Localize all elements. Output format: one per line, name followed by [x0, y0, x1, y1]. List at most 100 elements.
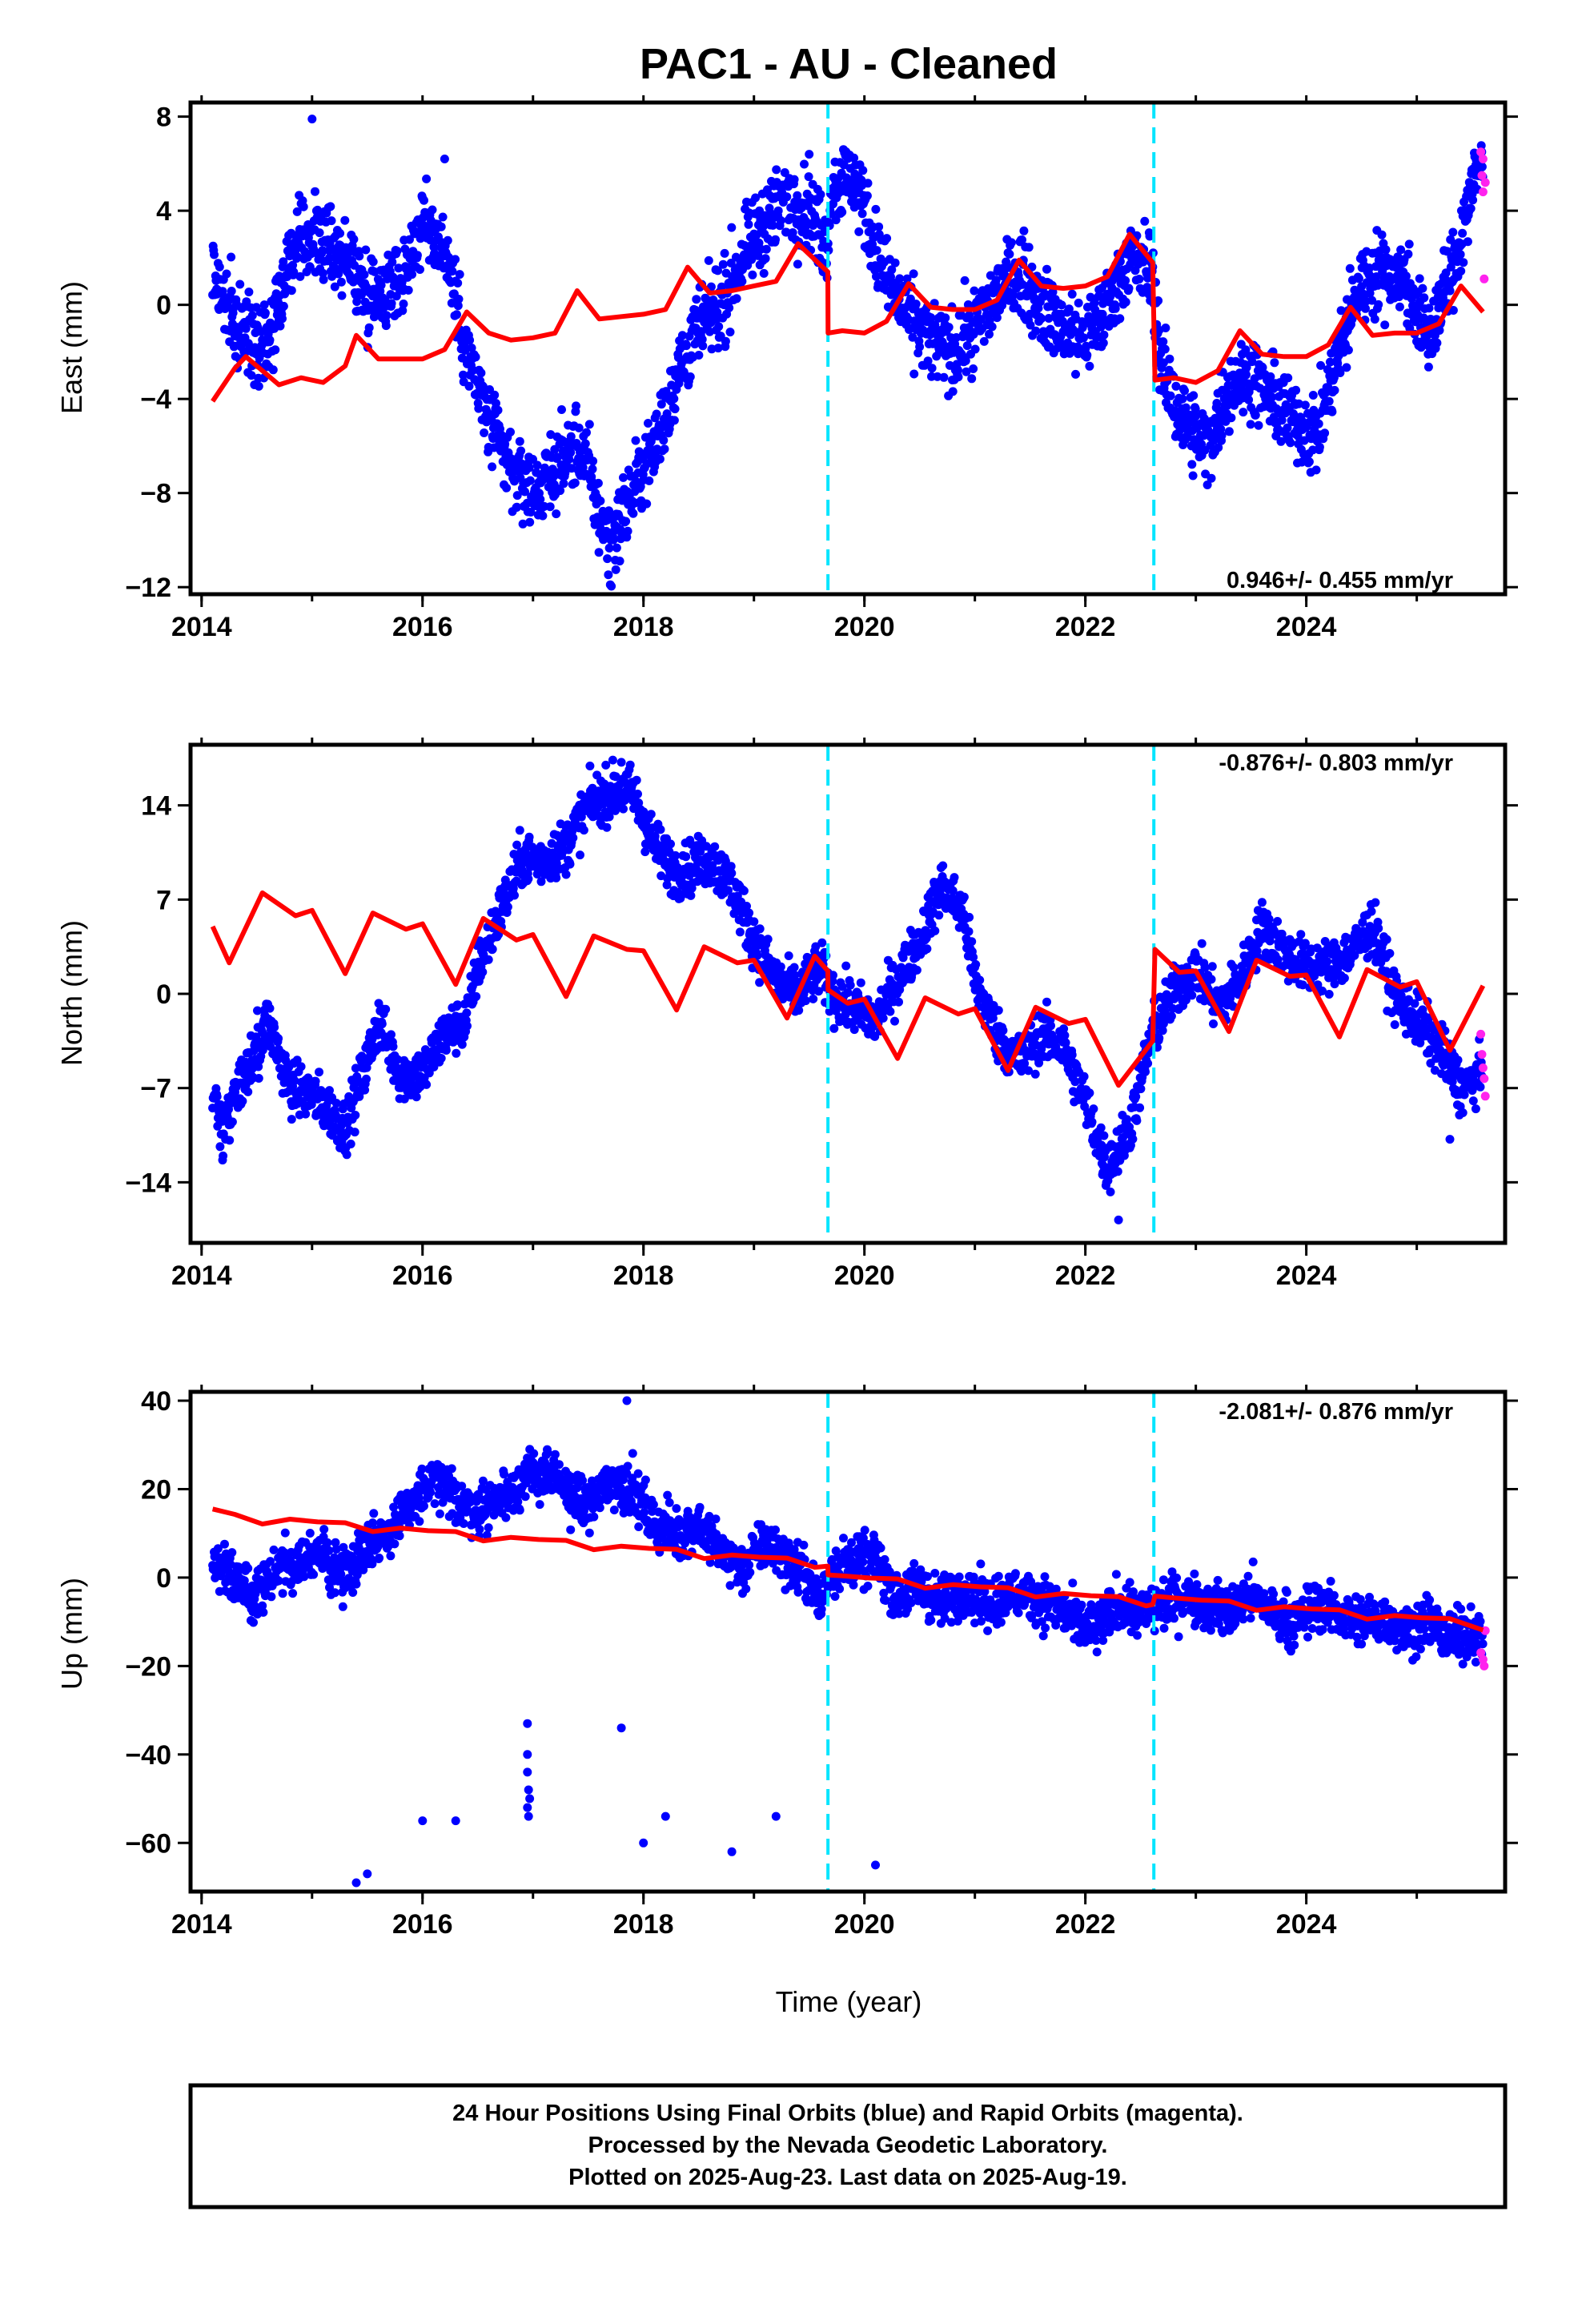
east-final-point [319, 275, 328, 284]
north-final-point [238, 1096, 247, 1106]
east-final-point [1042, 264, 1051, 274]
north-final-point [1382, 935, 1391, 944]
east-final-point [1327, 407, 1337, 416]
east-final-point [882, 234, 892, 243]
east-final-point [524, 463, 534, 472]
east-final-point [512, 502, 522, 512]
north-final-point [1106, 1187, 1115, 1196]
east-final-point [394, 263, 404, 273]
east-final-point [862, 191, 872, 200]
east-final-point [1448, 227, 1458, 237]
east-final-point [824, 246, 833, 255]
east-final-point [557, 405, 566, 414]
east-final-point [874, 222, 884, 231]
east-final-point [823, 239, 833, 248]
east-final-point [517, 459, 527, 468]
east-final-point [1330, 385, 1339, 395]
north-final-point [975, 975, 985, 985]
east-final-point [948, 387, 958, 396]
east-final-point [612, 543, 621, 553]
east-final-point [642, 499, 652, 509]
east-y-tick-label: −4 [140, 384, 171, 415]
east-final-point [560, 468, 570, 478]
east-final-point [677, 331, 687, 340]
east-final-point [1067, 289, 1077, 299]
north-final-point [315, 1068, 323, 1077]
north-final-point [666, 839, 675, 849]
north-final-point [632, 775, 641, 785]
east-final-point [1178, 394, 1187, 404]
east-final-point [448, 267, 457, 276]
east-final-point [247, 371, 256, 380]
east-final-point [222, 269, 231, 279]
east-final-point [1395, 302, 1404, 312]
east-final-point [518, 519, 528, 529]
east-final-point [660, 444, 669, 454]
east-final-point [1005, 249, 1014, 259]
north-final-point [579, 826, 588, 835]
east-x-tick-label: 2024 [1276, 612, 1337, 642]
north-final-point [212, 1092, 222, 1101]
north-final-point [1143, 1059, 1153, 1068]
north-final-point [350, 1128, 359, 1137]
north-final-point [1367, 907, 1376, 916]
east-final-point [1246, 420, 1255, 429]
east-final-point [1468, 195, 1478, 205]
north-points-layer [208, 755, 1490, 1224]
east-x-tick-label: 2018 [613, 612, 674, 642]
north-final-point [436, 1054, 446, 1063]
east-final-point [545, 502, 555, 512]
east-final-point [768, 220, 777, 230]
north-final-point [735, 927, 745, 937]
east-final-point [1415, 274, 1424, 283]
east-final-point [725, 303, 734, 312]
north-final-point [503, 903, 512, 911]
north-final-point [849, 1025, 859, 1035]
east-final-point [1180, 386, 1189, 396]
east-final-point [318, 268, 327, 278]
east-final-point [1227, 413, 1236, 423]
east-final-point [429, 243, 439, 251]
east-final-point [771, 235, 780, 244]
east-y-tick-label: 0 [156, 291, 171, 321]
east-final-point [1189, 391, 1199, 400]
east-final-point [271, 345, 280, 355]
east-final-point [732, 294, 741, 304]
east-final-point [566, 448, 576, 457]
east-final-point [476, 368, 486, 378]
east-final-point [512, 491, 522, 501]
east-rapid-point [1480, 274, 1489, 283]
east-final-point [669, 416, 679, 425]
east-rapid-point [1478, 187, 1488, 197]
east-final-point [782, 192, 792, 202]
east-final-point [1171, 381, 1181, 391]
east-final-point [1161, 324, 1170, 332]
east-final-point [781, 227, 791, 237]
east-final-point [707, 344, 717, 354]
east-final-point [420, 195, 428, 205]
east-final-point [697, 335, 707, 344]
east-final-point [1342, 363, 1351, 372]
north-final-point [1371, 898, 1380, 907]
east-final-point [525, 476, 535, 485]
east-final-point [532, 460, 542, 470]
east-final-point [1315, 442, 1324, 452]
east-final-point [713, 344, 723, 353]
east-final-point [717, 282, 726, 292]
north-final-point [388, 1042, 398, 1051]
east-final-point [713, 266, 722, 275]
east-final-point [340, 215, 350, 225]
north-final-point [515, 826, 524, 835]
north-final-point [843, 988, 853, 997]
east-final-point [1098, 338, 1108, 348]
east-final-point [235, 279, 245, 289]
east-final-point [422, 174, 432, 183]
north-final-point [934, 911, 944, 920]
east-final-point [761, 244, 771, 254]
north-final-point [377, 1019, 387, 1029]
east-final-point [1423, 362, 1433, 372]
east-final-point [474, 404, 484, 413]
east-final-point [1085, 361, 1094, 371]
east-final-point [1354, 274, 1363, 283]
north-final-point [351, 1111, 360, 1120]
